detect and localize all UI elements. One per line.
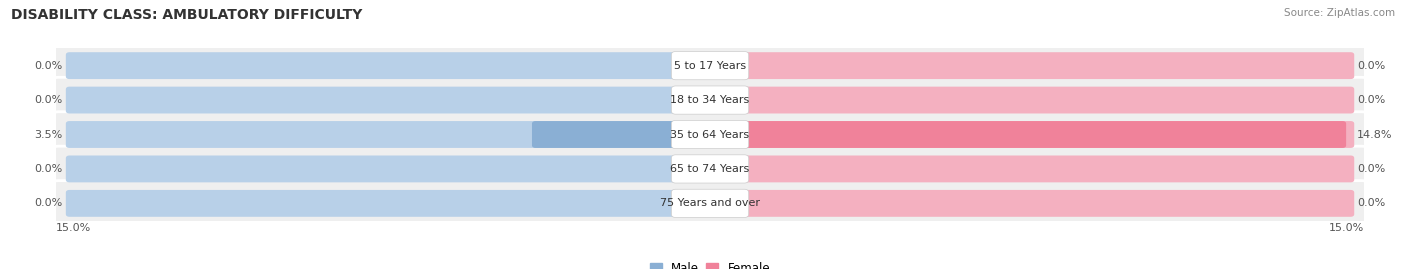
FancyBboxPatch shape — [66, 52, 681, 79]
FancyBboxPatch shape — [740, 155, 1354, 182]
Text: 65 to 74 Years: 65 to 74 Years — [671, 164, 749, 174]
Text: 0.0%: 0.0% — [35, 95, 63, 105]
Text: 0.0%: 0.0% — [1357, 95, 1385, 105]
Text: 0.0%: 0.0% — [35, 198, 63, 208]
Text: 0.0%: 0.0% — [35, 61, 63, 71]
Text: 35 to 64 Years: 35 to 64 Years — [671, 129, 749, 140]
FancyBboxPatch shape — [51, 180, 1369, 226]
FancyBboxPatch shape — [740, 121, 1346, 148]
FancyBboxPatch shape — [740, 52, 1354, 79]
FancyBboxPatch shape — [66, 87, 681, 114]
Text: 5 to 17 Years: 5 to 17 Years — [673, 61, 747, 71]
FancyBboxPatch shape — [51, 112, 1369, 157]
FancyBboxPatch shape — [531, 121, 681, 148]
Text: 3.5%: 3.5% — [35, 129, 63, 140]
FancyBboxPatch shape — [740, 87, 1354, 114]
Text: 75 Years and over: 75 Years and over — [659, 198, 761, 208]
Text: 0.0%: 0.0% — [35, 164, 63, 174]
FancyBboxPatch shape — [66, 121, 681, 148]
FancyBboxPatch shape — [671, 86, 749, 114]
Text: 0.0%: 0.0% — [1357, 164, 1385, 174]
FancyBboxPatch shape — [51, 43, 1369, 89]
FancyBboxPatch shape — [671, 121, 749, 148]
Legend: Male, Female: Male, Female — [645, 258, 775, 269]
FancyBboxPatch shape — [671, 189, 749, 217]
Text: 0.0%: 0.0% — [1357, 61, 1385, 71]
FancyBboxPatch shape — [671, 155, 749, 183]
FancyBboxPatch shape — [66, 155, 681, 182]
FancyBboxPatch shape — [740, 121, 1354, 148]
Text: 14.8%: 14.8% — [1357, 129, 1393, 140]
Text: 18 to 34 Years: 18 to 34 Years — [671, 95, 749, 105]
FancyBboxPatch shape — [740, 190, 1354, 217]
FancyBboxPatch shape — [51, 146, 1369, 192]
Text: 0.0%: 0.0% — [1357, 198, 1385, 208]
Text: 15.0%: 15.0% — [56, 223, 91, 233]
Text: Source: ZipAtlas.com: Source: ZipAtlas.com — [1284, 8, 1395, 18]
Text: DISABILITY CLASS: AMBULATORY DIFFICULTY: DISABILITY CLASS: AMBULATORY DIFFICULTY — [11, 8, 363, 22]
FancyBboxPatch shape — [671, 52, 749, 80]
FancyBboxPatch shape — [66, 190, 681, 217]
Text: 15.0%: 15.0% — [1329, 223, 1364, 233]
FancyBboxPatch shape — [51, 77, 1369, 123]
